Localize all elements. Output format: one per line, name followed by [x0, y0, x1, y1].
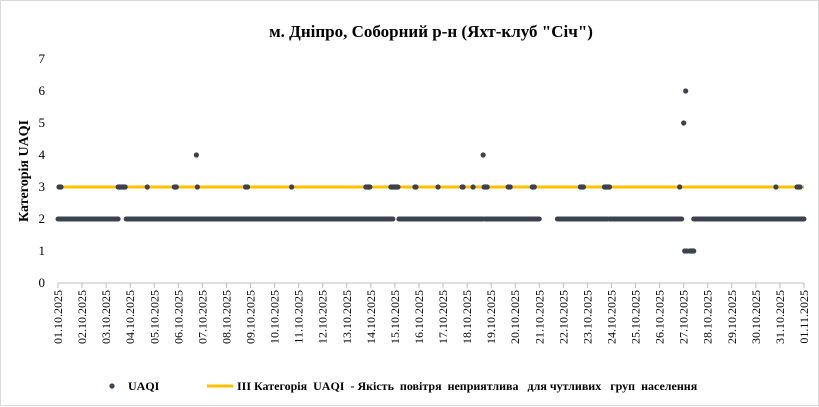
y-tick-label: 4	[39, 147, 46, 162]
uaqi-point	[289, 184, 295, 190]
x-tick-label: 19.10.2025	[484, 290, 498, 344]
uaqi-point	[681, 120, 687, 126]
y-tick-label: 3	[39, 179, 46, 194]
x-tick-label: 02.10.2025	[75, 290, 89, 344]
uaqi-point	[435, 184, 441, 190]
y-tick-label: 0	[39, 275, 46, 290]
uaqi-point	[367, 184, 373, 190]
x-tick-label: 18.10.2025	[460, 290, 474, 344]
x-tick-label: 04.10.2025	[123, 290, 137, 344]
x-tick-label: 25.10.2025	[629, 290, 643, 344]
x-tick-label: 15.10.2025	[388, 290, 402, 344]
x-tick-label: 20.10.2025	[508, 290, 522, 344]
x-tick-label: 16.10.2025	[412, 290, 426, 344]
y-tick-label: 5	[39, 115, 46, 130]
uaqi-point	[193, 152, 199, 158]
uaqi-point	[606, 184, 613, 190]
uaqi-point	[173, 184, 179, 190]
x-tick-label: 14.10.2025	[364, 290, 378, 344]
uaqi-point	[773, 184, 779, 190]
x-tick-label: 22.10.2025	[556, 290, 570, 344]
uaqi-point	[531, 184, 537, 190]
x-tick-label: 13.10.2025	[340, 290, 354, 344]
y-tick-label: 2	[39, 211, 46, 226]
x-axis: 01.10.2025 02.10.2025 03.10.2025 04.10.2025…	[51, 282, 811, 344]
y-tick-label: 1	[39, 243, 46, 258]
y-tick-label: 7	[39, 51, 46, 66]
legend-threshold-label: III Категорія UAQI - Якість повітря непр…	[237, 379, 698, 393]
uaqi-point	[194, 184, 200, 190]
chart-title: м. Дніпро, Соборний р-н (Яхт-клуб "Січ")	[269, 22, 593, 41]
uaqi-point	[244, 184, 251, 190]
uaqi-points	[55, 88, 807, 254]
uaqi-point	[683, 88, 689, 94]
x-tick-label: 28.10.2025	[701, 290, 715, 344]
uaqi-point	[122, 184, 128, 190]
x-tick-label: 24.10.2025	[604, 290, 618, 344]
x-tick-label: 09.10.2025	[244, 290, 258, 344]
uaqi-point	[460, 184, 466, 190]
y-axis-label: Категорія UAQI	[17, 120, 32, 222]
x-tick-label: 29.10.2025	[725, 290, 739, 344]
uaqi-point	[677, 184, 683, 190]
x-tick-label: 27.10.2025	[677, 290, 691, 344]
uaqi-point	[484, 184, 490, 190]
x-tick-label: 17.10.2025	[436, 290, 450, 344]
uaqi-point	[58, 184, 64, 190]
legend-uaqi-label: UAQI	[128, 379, 160, 393]
uaqi-point	[797, 184, 803, 190]
x-tick-label: 23.10.2025	[580, 290, 594, 344]
x-tick-label: 31.10.2025	[773, 290, 787, 344]
uaqi-point	[413, 184, 419, 190]
x-tick-label: 26.10.2025	[653, 290, 667, 344]
y-tick-label: 6	[39, 83, 46, 98]
legend-uaqi-marker	[109, 383, 115, 389]
x-tick-label: 03.10.2025	[99, 290, 113, 344]
uaqi-point	[144, 184, 150, 190]
uaqi-point	[470, 184, 476, 190]
x-tick-label: 11.10.2025	[292, 290, 306, 344]
x-tick-label: 12.10.2025	[316, 290, 330, 344]
uaqi-point	[480, 152, 486, 158]
x-tick-label: 10.10.2025	[268, 290, 282, 344]
uaqi-point	[580, 184, 587, 190]
x-tick-label: 01.11.2025	[797, 290, 811, 344]
uaqi-point	[395, 184, 401, 190]
x-tick-label: 01.10.2025	[51, 290, 65, 344]
y-axis-ticks: 0 1 2 3 4 5 6 7	[39, 51, 46, 290]
x-tick-label: 21.10.2025	[532, 290, 546, 344]
uaqi-point	[691, 248, 697, 254]
x-tick-label: 06.10.2025	[171, 290, 185, 344]
legend: UAQI III Категорія UAQI - Якість повітря…	[109, 379, 698, 393]
uaqi-point	[507, 184, 513, 190]
x-tick-label: 07.10.2025	[195, 290, 209, 344]
x-tick-label: 30.10.2025	[749, 290, 763, 344]
x-tick-label: 08.10.2025	[219, 290, 233, 344]
x-tick-label: 05.10.2025	[147, 290, 161, 344]
